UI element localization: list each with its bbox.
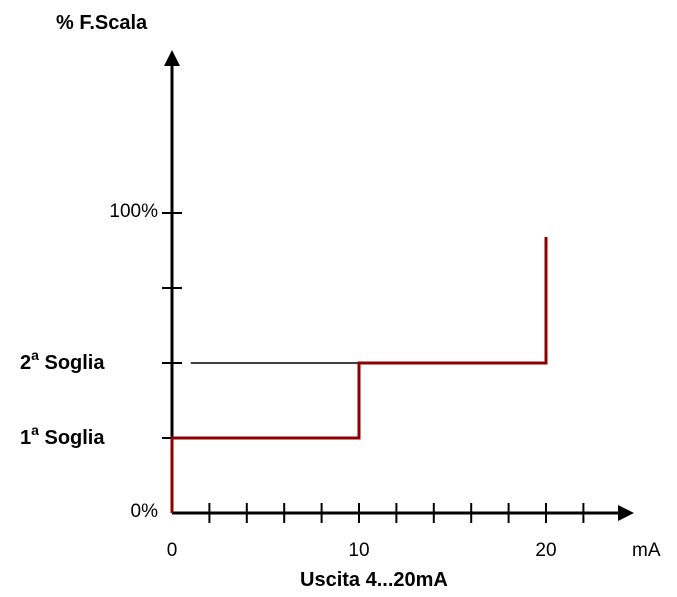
y-axis-arrow — [164, 50, 180, 66]
y-axis-title: % F.Scala — [56, 12, 148, 34]
axes — [162, 50, 634, 523]
y-tick-label: 100% — [109, 201, 158, 222]
x-axis-unit: mA — [632, 540, 661, 561]
labels: % F.Scala Uscita 4...20mA mA 0 10 20 0% 100%… — [20, 12, 661, 591]
y-tick-label: 0% — [131, 501, 159, 522]
threshold-label: 2a Soglia — [20, 347, 105, 374]
x-axis-arrow — [618, 505, 634, 521]
x-tick-label: 0 — [167, 540, 178, 561]
x-axis-title: Uscita 4...20mA — [300, 569, 448, 591]
x-tick-label: 10 — [348, 540, 369, 561]
series-line — [170, 237, 548, 513]
x-tick-label: 20 — [535, 540, 556, 561]
threshold-label: 1a Soglia — [20, 422, 105, 449]
series — [170, 237, 548, 513]
